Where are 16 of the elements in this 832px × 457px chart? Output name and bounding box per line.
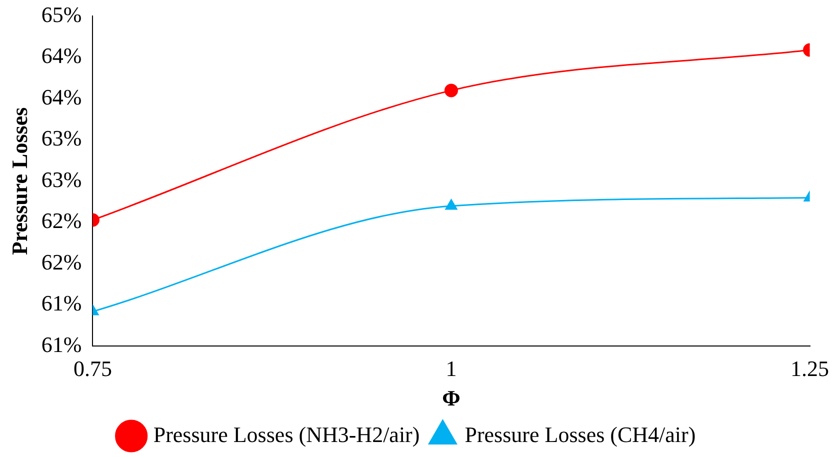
legend-label: Pressure Losses (CH4/air) (464, 422, 696, 447)
y-tick-label: 63% (41, 126, 82, 151)
y-tick-label: 64% (41, 43, 82, 68)
y-tick-label: 61% (41, 290, 82, 316)
legend-label: Pressure Losses (NH3-H2/air) (153, 422, 420, 447)
y-tick-label: 65% (41, 2, 82, 27)
y-tick-label: 61% (41, 332, 82, 357)
x-axis-title: Φ (442, 385, 460, 410)
y-tick-label: 63% (41, 166, 82, 192)
y-axis-title: Pressure Losses (6, 106, 32, 256)
x-tick-label: 1.25 (790, 356, 829, 382)
x-tick-label: 0.75 (73, 356, 112, 382)
y-tick-label: 62% (41, 249, 82, 274)
y-tick-label: 64% (41, 84, 82, 110)
x-tick-label: 1 (446, 356, 457, 382)
y-tick-label: 62% (41, 208, 82, 234)
